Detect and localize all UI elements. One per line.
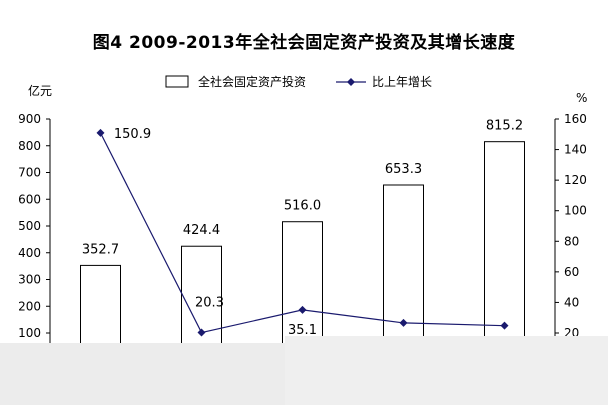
left-tick-label: 500 xyxy=(18,219,41,233)
legend-line-marker xyxy=(347,78,355,86)
left-tick-label: 600 xyxy=(18,192,41,206)
left-tick-label: 400 xyxy=(18,246,41,260)
right-tick-label: 60 xyxy=(564,265,579,279)
line-value-label: 35.1 xyxy=(288,323,317,338)
right-tick-label: 120 xyxy=(564,173,587,187)
left-tick-label: 300 xyxy=(18,273,41,287)
line-series xyxy=(96,128,509,337)
right-tick-label: 160 xyxy=(564,112,587,126)
line-point xyxy=(96,128,105,137)
bar xyxy=(181,245,222,346)
legend-line-label: 比上年增长 xyxy=(372,75,432,89)
bar-value-label: 653.3 xyxy=(385,162,422,177)
right-tick-label: 80 xyxy=(564,234,579,248)
bar-value-label: 352.7 xyxy=(82,242,119,257)
right-axis-unit: % xyxy=(576,91,587,105)
right-tick-label: 100 xyxy=(564,204,587,218)
legend: 全社会固定资产投资 比上年增长 xyxy=(165,74,432,89)
left-tick-label: 100 xyxy=(18,326,41,340)
left-axis-unit: 亿元 xyxy=(28,83,52,98)
right-tick-label: 40 xyxy=(564,295,579,309)
legend-bar-label: 全社会固定资产投资 xyxy=(198,74,306,89)
line-point xyxy=(197,328,206,337)
legend-bar-swatch xyxy=(165,75,189,88)
line-value-label: 150.9 xyxy=(114,127,151,142)
bar xyxy=(383,184,424,346)
bar-data-labels: 352.7 424.4 516.0 653.3 815.2 xyxy=(82,119,523,258)
bar xyxy=(80,264,121,346)
line-value-label: 20.3 xyxy=(195,296,224,311)
right-tick-label: 140 xyxy=(564,143,587,157)
bar xyxy=(484,141,525,346)
line-point xyxy=(298,305,307,314)
bar-series xyxy=(80,141,525,346)
left-axis-ticks: 900 800 700 600 500 400 300 200 100 xyxy=(18,112,50,340)
bar-value-label: 516.0 xyxy=(284,199,321,214)
bar-value-label: 424.4 xyxy=(183,223,220,238)
line-point xyxy=(500,321,509,330)
left-tick-label: 900 xyxy=(18,112,41,126)
left-tick-label: 200 xyxy=(18,299,41,313)
line-point xyxy=(399,318,408,327)
bar xyxy=(282,221,323,346)
chart-title: 图4 2009-2013年全社会固定资产投资及其增长速度 xyxy=(92,33,516,53)
bar-value-label: 815.2 xyxy=(486,119,523,134)
bottom-overlay-panel xyxy=(285,336,608,405)
left-tick-label: 800 xyxy=(18,139,41,153)
left-tick-label: 700 xyxy=(18,166,41,180)
